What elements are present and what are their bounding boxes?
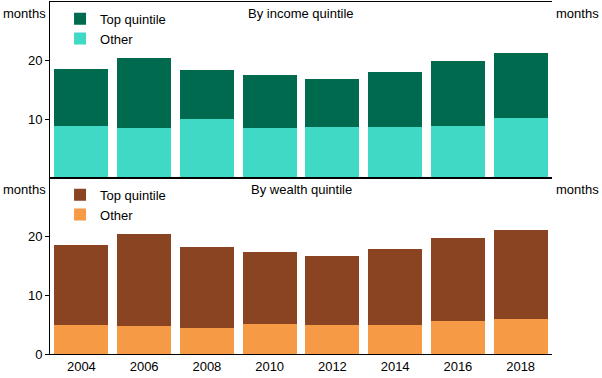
svg-text:2010: 2010 [255, 359, 284, 374]
svg-text:2004: 2004 [67, 359, 96, 374]
svg-text:10: 10 [28, 288, 42, 303]
svg-text:20: 20 [28, 229, 42, 244]
svg-text:2006: 2006 [130, 359, 159, 374]
svg-text:months: months [556, 6, 599, 21]
svg-text:2008: 2008 [192, 359, 221, 374]
svg-text:0: 0 [35, 347, 42, 362]
svg-text:2014: 2014 [381, 359, 410, 374]
svg-text:Other: Other [100, 208, 133, 223]
svg-text:Top quintile: Top quintile [100, 12, 166, 27]
svg-text:2016: 2016 [443, 359, 472, 374]
svg-text:20: 20 [28, 53, 42, 68]
svg-text:By wealth quintile: By wealth quintile [251, 182, 352, 197]
svg-text:Other: Other [100, 32, 133, 47]
svg-text:Top quintile: Top quintile [100, 188, 166, 203]
svg-text:2012: 2012 [318, 359, 347, 374]
svg-text:By income quintile: By income quintile [248, 6, 354, 21]
svg-text:2018: 2018 [506, 359, 535, 374]
svg-text:months: months [3, 182, 46, 197]
svg-text:months: months [3, 6, 46, 21]
svg-text:months: months [556, 182, 599, 197]
svg-text:10: 10 [28, 112, 42, 127]
